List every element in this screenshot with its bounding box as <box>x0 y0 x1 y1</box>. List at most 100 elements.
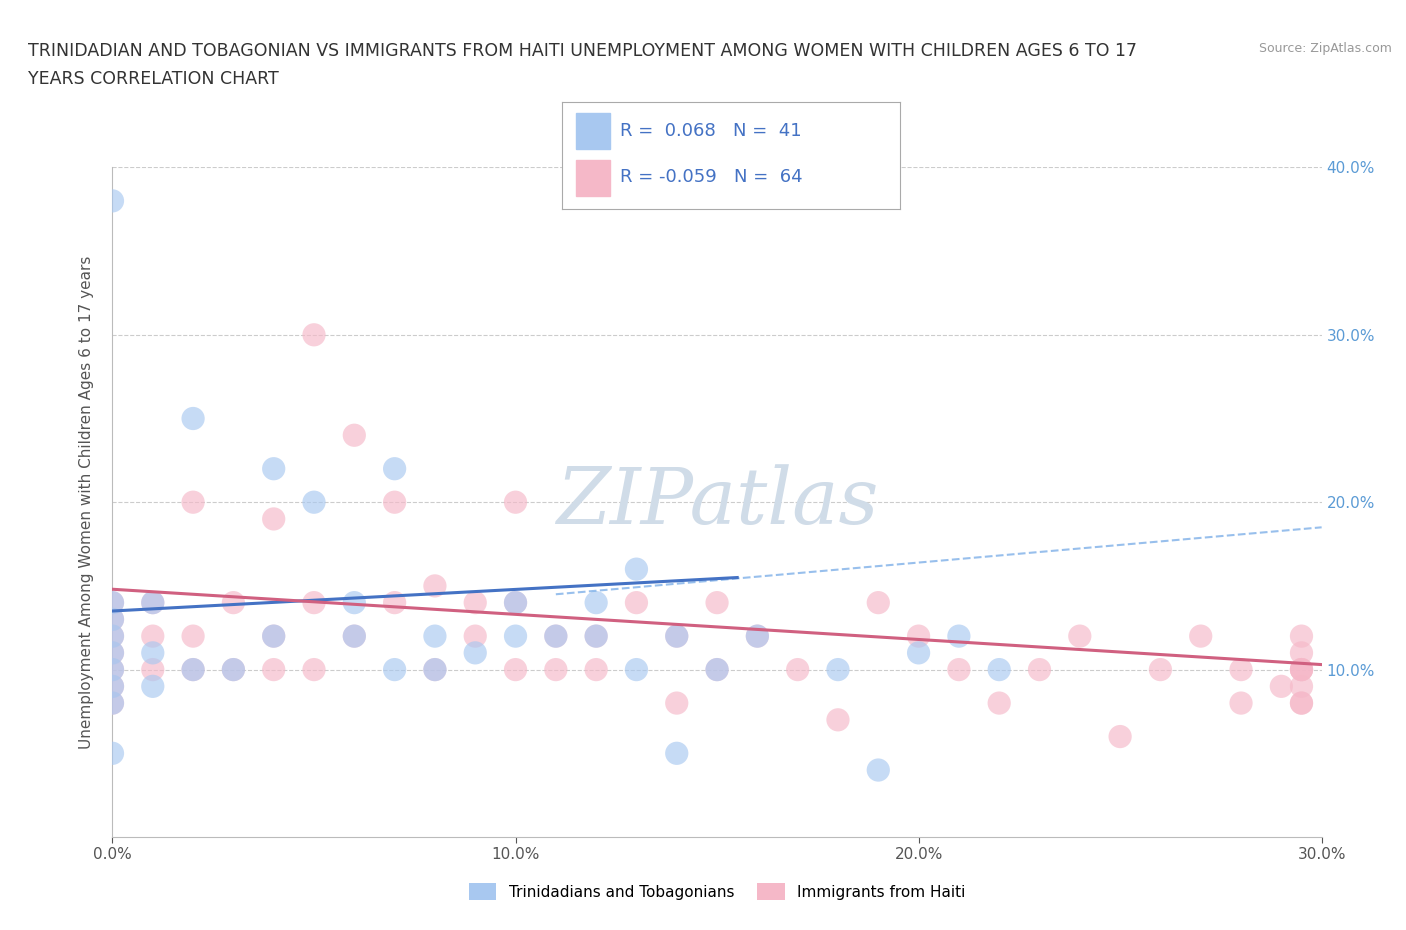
Point <box>585 595 607 610</box>
Point <box>423 578 446 593</box>
Point <box>181 495 204 510</box>
Point <box>101 662 124 677</box>
Point <box>101 193 124 208</box>
Point <box>706 662 728 677</box>
Y-axis label: Unemployment Among Women with Children Ages 6 to 17 years: Unemployment Among Women with Children A… <box>79 256 94 749</box>
Point <box>665 696 688 711</box>
Point <box>1291 662 1313 677</box>
Point <box>948 629 970 644</box>
Point <box>343 629 366 644</box>
Point <box>868 595 890 610</box>
Point <box>101 595 124 610</box>
FancyBboxPatch shape <box>576 160 610 196</box>
Point <box>384 595 406 610</box>
Point <box>1230 662 1253 677</box>
Point <box>222 595 245 610</box>
Point <box>665 629 688 644</box>
Point <box>786 662 808 677</box>
Point <box>222 662 245 677</box>
Point <box>585 662 607 677</box>
Point <box>1291 696 1313 711</box>
Point <box>263 512 285 526</box>
Point <box>423 662 446 677</box>
Point <box>343 629 366 644</box>
Point <box>988 696 1011 711</box>
Point <box>907 645 929 660</box>
Point <box>907 629 929 644</box>
Point <box>544 629 567 644</box>
Point <box>101 645 124 660</box>
Point <box>101 629 124 644</box>
Point <box>142 595 165 610</box>
Point <box>505 495 527 510</box>
Point <box>1230 696 1253 711</box>
Point <box>827 662 849 677</box>
Text: R =  0.068   N =  41: R = 0.068 N = 41 <box>620 122 801 140</box>
Point <box>706 595 728 610</box>
Point <box>988 662 1011 677</box>
Text: YEARS CORRELATION CHART: YEARS CORRELATION CHART <box>28 70 278 87</box>
Point <box>1270 679 1292 694</box>
Point <box>302 495 325 510</box>
Point <box>464 629 486 644</box>
Point <box>263 629 285 644</box>
Point <box>263 461 285 476</box>
Point <box>585 629 607 644</box>
Point <box>665 629 688 644</box>
Point <box>101 612 124 627</box>
Text: R = -0.059   N =  64: R = -0.059 N = 64 <box>620 168 803 186</box>
Point <box>181 411 204 426</box>
Point <box>505 595 527 610</box>
Point <box>626 595 648 610</box>
Point <box>1291 645 1313 660</box>
Point <box>181 629 204 644</box>
Point <box>142 645 165 660</box>
Point <box>626 562 648 577</box>
Text: ZIPatlas: ZIPatlas <box>555 464 879 540</box>
Point <box>101 645 124 660</box>
Point <box>1028 662 1050 677</box>
Point <box>665 746 688 761</box>
Point <box>505 595 527 610</box>
Point <box>384 461 406 476</box>
FancyBboxPatch shape <box>576 113 610 150</box>
Point <box>142 595 165 610</box>
Point <box>827 712 849 727</box>
Point <box>747 629 769 644</box>
Point <box>101 629 124 644</box>
Point <box>181 662 204 677</box>
Point <box>343 595 366 610</box>
Point <box>423 662 446 677</box>
Point <box>464 595 486 610</box>
Point <box>222 662 245 677</box>
Point <box>101 696 124 711</box>
Point <box>101 679 124 694</box>
Point <box>464 645 486 660</box>
Point <box>544 662 567 677</box>
Point <box>1189 629 1212 644</box>
Point <box>343 428 366 443</box>
Point <box>1291 629 1313 644</box>
Point <box>302 327 325 342</box>
Point <box>1069 629 1091 644</box>
Legend: Trinidadians and Tobagonians, Immigrants from Haiti: Trinidadians and Tobagonians, Immigrants… <box>463 876 972 907</box>
Point <box>423 629 446 644</box>
Point <box>142 662 165 677</box>
Point <box>706 662 728 677</box>
Point <box>384 662 406 677</box>
Point <box>302 662 325 677</box>
Point <box>626 662 648 677</box>
Point <box>263 629 285 644</box>
Point <box>101 746 124 761</box>
Point <box>142 629 165 644</box>
Point <box>263 662 285 677</box>
Text: TRINIDADIAN AND TOBAGONIAN VS IMMIGRANTS FROM HAITI UNEMPLOYMENT AMONG WOMEN WIT: TRINIDADIAN AND TOBAGONIAN VS IMMIGRANTS… <box>28 42 1137 60</box>
Point <box>302 595 325 610</box>
Point <box>181 662 204 677</box>
Point <box>1149 662 1171 677</box>
Point <box>101 679 124 694</box>
Point <box>1291 696 1313 711</box>
Point <box>868 763 890 777</box>
Point <box>585 629 607 644</box>
Point <box>384 495 406 510</box>
